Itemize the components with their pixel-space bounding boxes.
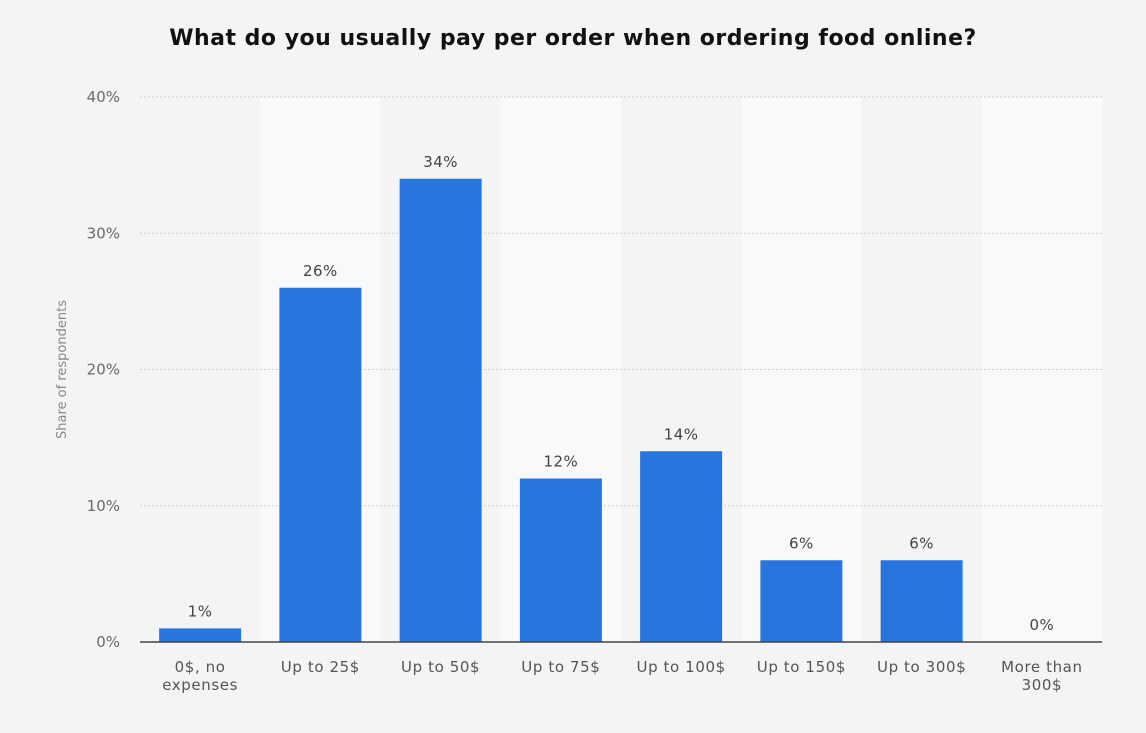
data-label: 6% [789, 534, 814, 552]
y-tick-label: 40% [87, 88, 120, 106]
x-tick-label: 0$, no expenses [162, 658, 238, 694]
y-axis-title: Share of respondents [55, 300, 70, 439]
bar [640, 451, 723, 642]
bar [159, 628, 242, 642]
bar [760, 560, 843, 642]
y-tick-label: 20% [87, 361, 120, 379]
bar [519, 478, 602, 642]
y-tick-label: 30% [87, 224, 120, 242]
y-tick-label: 0% [96, 633, 120, 651]
y-tick-label: 10% [87, 497, 120, 515]
chart-title: What do you usually pay per order when o… [169, 26, 977, 51]
bar [399, 178, 482, 642]
data-label: 0% [1029, 616, 1054, 634]
data-label: 1% [188, 602, 213, 620]
bar [279, 287, 362, 642]
data-label: 12% [543, 453, 578, 471]
x-tick-label: More than 300$ [1001, 658, 1082, 694]
data-label: 6% [909, 534, 934, 552]
x-tick-label: Up to 300$ [877, 658, 966, 676]
x-tick-label: Up to 25$ [281, 658, 360, 676]
x-tick-label: Up to 150$ [757, 658, 846, 676]
bar [880, 560, 963, 642]
x-tick-label: Up to 75$ [521, 658, 600, 676]
x-tick-label: Up to 50$ [401, 658, 480, 676]
data-label: 34% [423, 153, 458, 171]
x-tick-label: Up to 100$ [636, 658, 725, 676]
data-label: 26% [303, 262, 338, 280]
data-label: 14% [664, 425, 699, 443]
